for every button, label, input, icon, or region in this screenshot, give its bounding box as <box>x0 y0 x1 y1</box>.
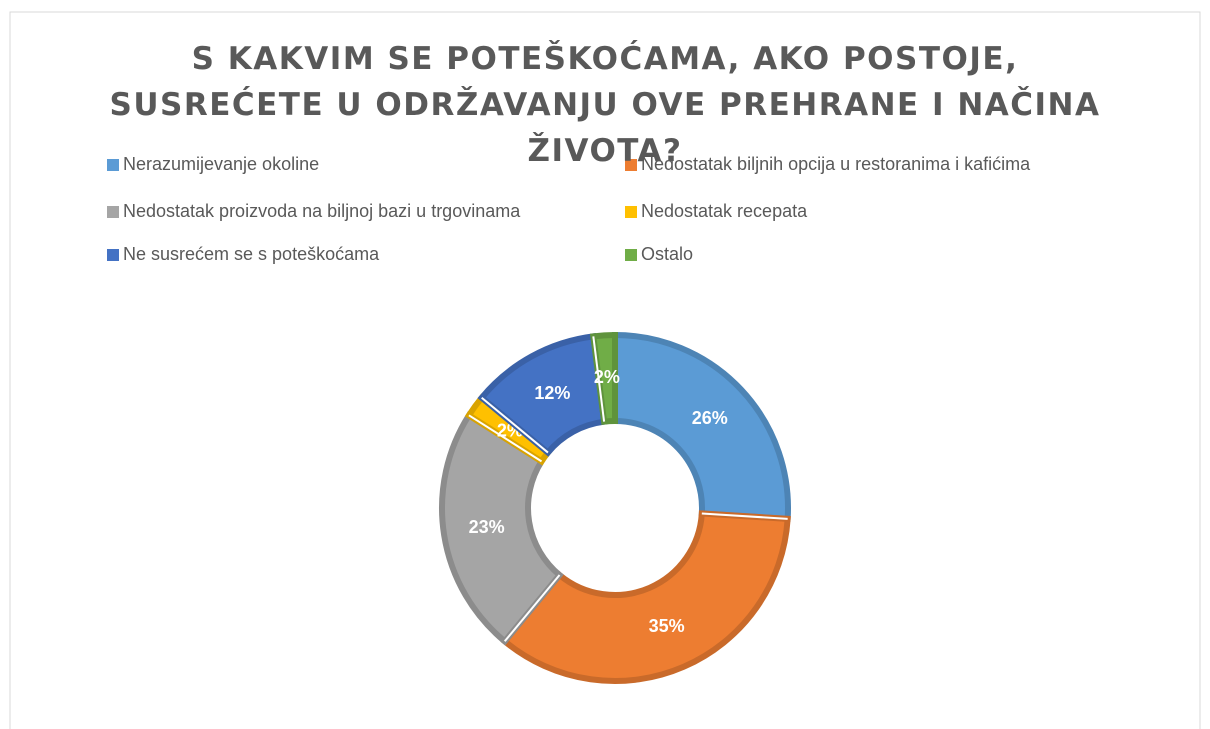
legend-swatch <box>625 206 637 218</box>
legend-swatch <box>107 159 119 171</box>
legend-swatch <box>107 206 119 218</box>
data-label: 2% <box>594 367 620 387</box>
legend-swatch <box>107 249 119 261</box>
legend-label: Nedostatak recepata <box>641 201 808 221</box>
slice-gap <box>503 574 561 642</box>
slice-gap <box>592 336 606 422</box>
data-label: 12% <box>534 383 570 403</box>
chart-title: S KAKVIM SE POTEŠKOĆAMA, AKO POSTOJE, SU… <box>109 41 1101 169</box>
legend-swatch <box>625 249 637 261</box>
legend-label: Nerazumijevanje okoline <box>123 154 319 174</box>
legend-label: Ne susrećem se s poteškoćama <box>123 244 380 264</box>
legend-label: Nedostatak biljnih opcija u restoranima … <box>641 154 1031 174</box>
donut-slice <box>500 510 791 684</box>
data-label: 23% <box>469 517 505 537</box>
data-label: 26% <box>692 408 728 428</box>
data-label: 35% <box>649 616 685 636</box>
legend-label: Nedostatak proizvoda na biljnoj bazi u t… <box>123 201 521 221</box>
slice-gap <box>481 396 549 454</box>
legend-label: Ostalo <box>641 244 693 264</box>
legend-swatch <box>625 159 637 171</box>
chart-frame <box>9 11 1201 729</box>
donut-slice <box>612 331 791 523</box>
donut-slice <box>439 411 564 646</box>
slice-gap <box>701 512 788 520</box>
donut-slice <box>589 331 618 426</box>
slice-gap <box>468 414 543 463</box>
